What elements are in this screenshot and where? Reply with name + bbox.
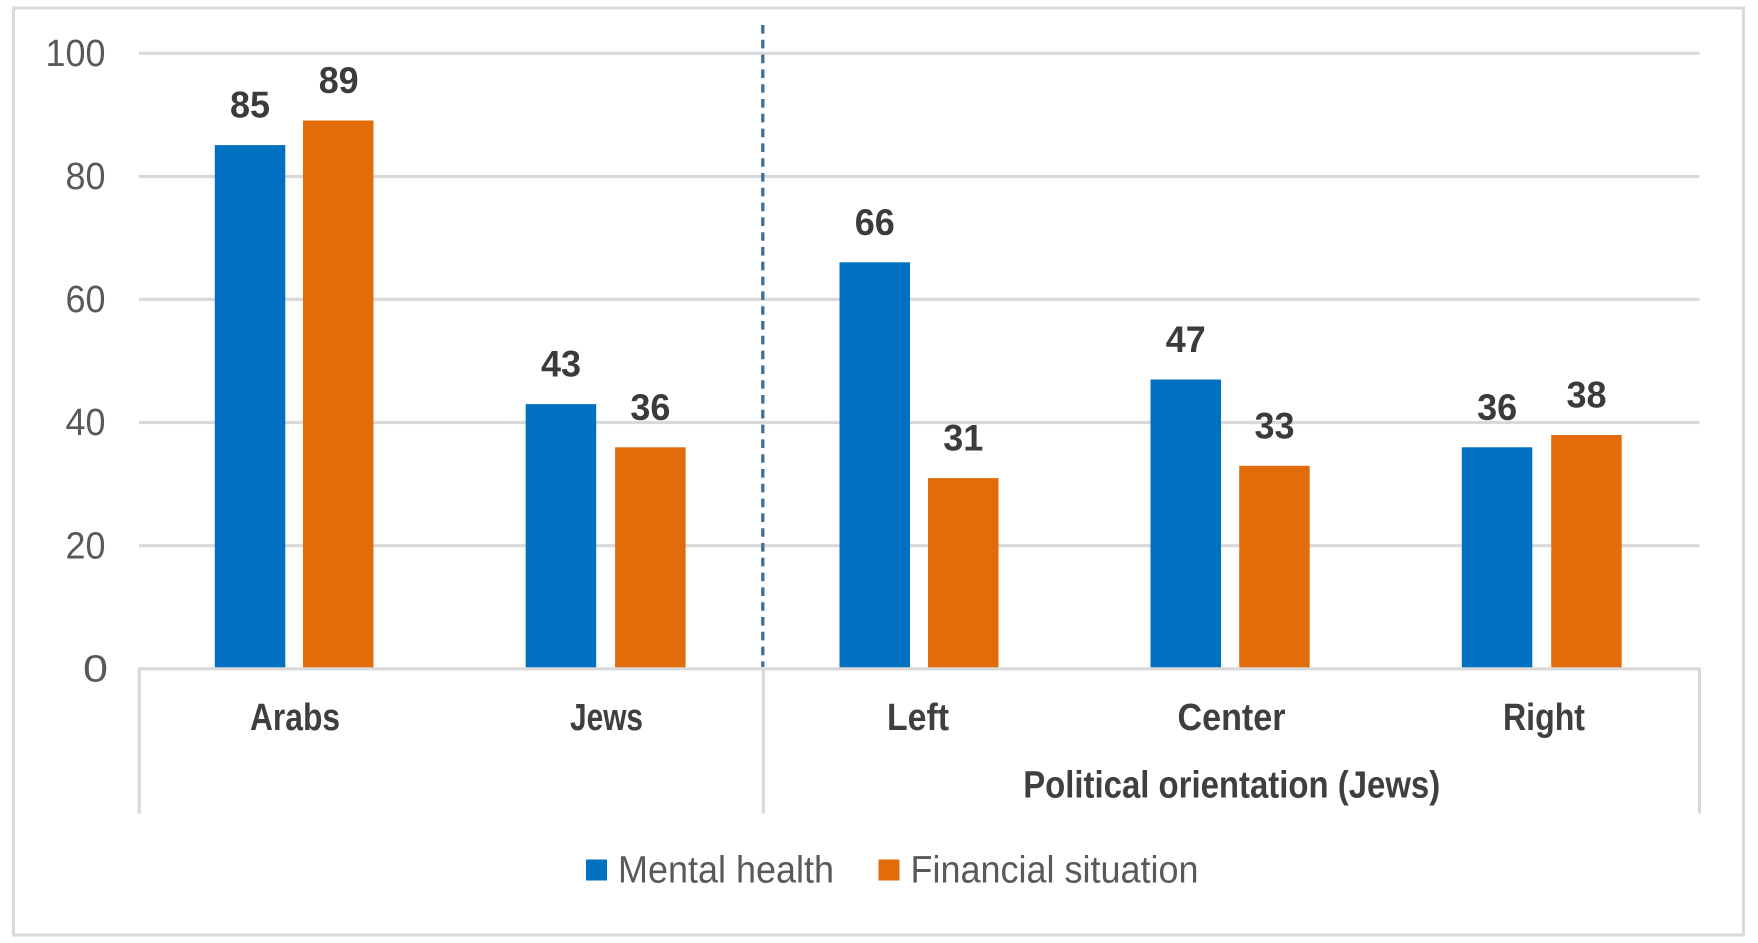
svg-text:60: 60 — [66, 279, 106, 321]
svg-text:36: 36 — [630, 387, 670, 428]
svg-text:43: 43 — [541, 344, 581, 385]
svg-text:80: 80 — [66, 156, 106, 198]
svg-text:66: 66 — [855, 202, 895, 243]
svg-text:31: 31 — [943, 418, 983, 459]
svg-text:38: 38 — [1567, 375, 1607, 416]
svg-text:33: 33 — [1255, 405, 1295, 446]
svg-text:Left: Left — [887, 697, 949, 739]
svg-text:20: 20 — [66, 525, 106, 567]
svg-text:Financial situation: Financial situation — [911, 850, 1199, 892]
svg-text:Mental health: Mental health — [618, 850, 834, 892]
svg-text:Center: Center — [1178, 697, 1286, 739]
svg-text:40: 40 — [66, 402, 106, 444]
svg-text:Jews: Jews — [570, 697, 643, 739]
svg-text:100: 100 — [46, 33, 106, 75]
svg-text:85: 85 — [230, 85, 270, 126]
svg-text:89: 89 — [319, 60, 359, 101]
svg-text:Arabs: Arabs — [250, 697, 340, 739]
svg-text:Political orientation (Jews): Political orientation (Jews) — [1023, 765, 1440, 807]
svg-text:Right: Right — [1503, 697, 1585, 739]
svg-text:36: 36 — [1477, 387, 1517, 428]
svg-text:0: 0 — [83, 648, 108, 690]
svg-text:47: 47 — [1166, 319, 1206, 360]
